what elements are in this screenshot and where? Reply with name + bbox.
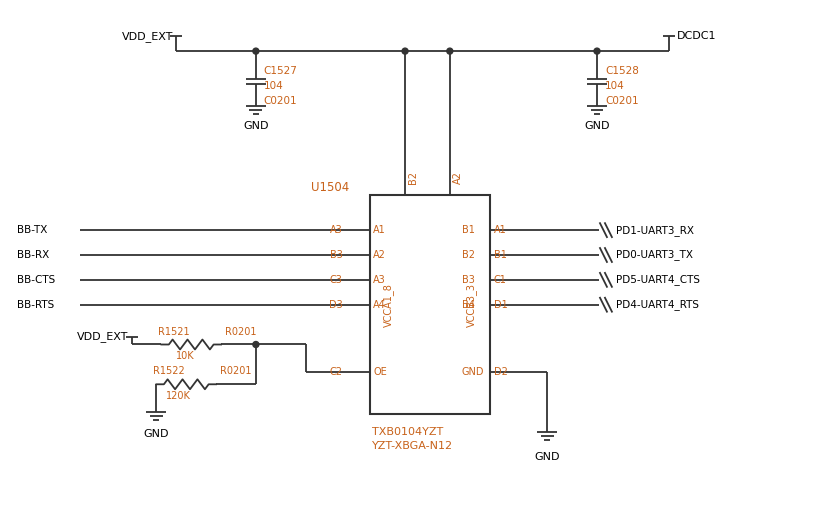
Text: BB-RTS: BB-RTS	[17, 300, 55, 310]
Text: BB-CTS: BB-CTS	[17, 275, 56, 285]
Text: A2: A2	[373, 250, 386, 260]
Text: U1504: U1504	[311, 181, 349, 194]
Circle shape	[594, 48, 600, 54]
Text: VCCB3_3: VCCB3_3	[466, 283, 477, 327]
Circle shape	[447, 48, 453, 54]
Text: GND: GND	[243, 121, 268, 131]
Text: R1521: R1521	[159, 327, 190, 337]
Text: DCDC1: DCDC1	[676, 31, 716, 41]
Text: PD4-UART4_RTS: PD4-UART4_RTS	[616, 299, 699, 310]
Text: B3: B3	[330, 250, 342, 260]
Text: TXB0104YZT: TXB0104YZT	[372, 427, 444, 437]
Text: D3: D3	[328, 300, 342, 310]
Text: PD5-UART4_CTS: PD5-UART4_CTS	[616, 274, 700, 285]
Text: PD1-UART3_RX: PD1-UART3_RX	[616, 225, 694, 236]
Text: B3: B3	[462, 275, 475, 285]
Text: C1528: C1528	[605, 66, 639, 76]
Text: D2: D2	[494, 368, 508, 377]
Bar	[371, 195, 489, 414]
Text: A1: A1	[373, 225, 386, 235]
Text: GND: GND	[584, 121, 610, 131]
Text: 104: 104	[263, 81, 283, 91]
Circle shape	[402, 48, 408, 54]
Text: B4: B4	[462, 300, 475, 310]
Text: BB-TX: BB-TX	[17, 225, 47, 235]
Circle shape	[253, 342, 259, 347]
Text: C1: C1	[494, 275, 506, 285]
Text: A3: A3	[330, 225, 342, 235]
Text: B2: B2	[408, 171, 418, 184]
Text: B1: B1	[462, 225, 475, 235]
Text: R0201: R0201	[225, 327, 257, 337]
Text: A4: A4	[373, 300, 386, 310]
Text: VDD_EXT: VDD_EXT	[76, 331, 128, 342]
Text: B1: B1	[494, 250, 506, 260]
Text: OE: OE	[373, 368, 387, 377]
Text: GND: GND	[534, 452, 560, 462]
Text: 10K: 10K	[176, 351, 195, 361]
Text: VDD_EXT: VDD_EXT	[121, 31, 173, 42]
Text: C0201: C0201	[263, 96, 297, 106]
Circle shape	[253, 48, 259, 54]
Text: GND: GND	[144, 429, 169, 439]
Text: D1: D1	[494, 300, 507, 310]
Text: B2: B2	[462, 250, 475, 260]
Text: VCCA1_8: VCCA1_8	[383, 283, 394, 327]
Text: C3: C3	[330, 275, 342, 285]
Text: PD0-UART3_TX: PD0-UART3_TX	[616, 249, 693, 261]
Text: GND: GND	[462, 368, 484, 377]
Text: C0201: C0201	[605, 96, 638, 106]
Text: BB-RX: BB-RX	[17, 250, 49, 260]
Text: A1: A1	[494, 225, 506, 235]
Text: A2: A2	[453, 171, 463, 184]
Text: 120K: 120K	[166, 391, 191, 401]
Text: R0201: R0201	[220, 367, 252, 376]
Text: C1527: C1527	[263, 66, 297, 76]
Text: C2: C2	[329, 368, 342, 377]
Text: YZT-XBGA-N12: YZT-XBGA-N12	[372, 441, 454, 451]
Text: 104: 104	[605, 81, 625, 91]
Text: R1522: R1522	[154, 367, 185, 376]
Text: A3: A3	[373, 275, 386, 285]
